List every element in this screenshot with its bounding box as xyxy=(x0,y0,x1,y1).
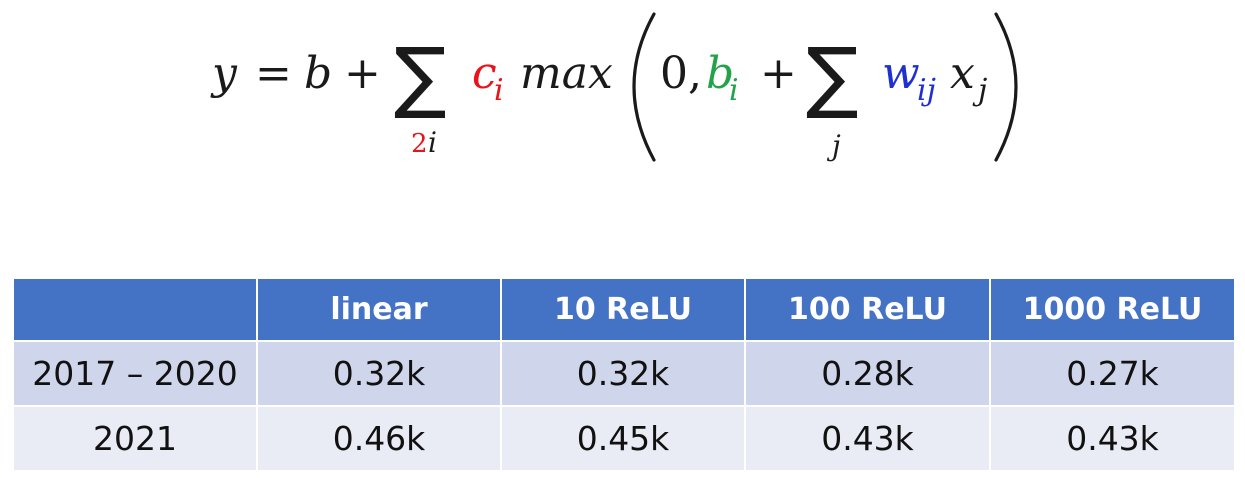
formula-sum-inner: ∑ xyxy=(806,32,859,122)
formula-x: x xyxy=(950,48,975,99)
formula-b-i: b xyxy=(706,48,734,99)
table-header-row: linear 10 ReLU 100 ReLU 1000 ReLU xyxy=(12,277,1236,342)
table-header-1000-relu: 1000 ReLU xyxy=(989,277,1236,342)
formula-sum-outer-sub-number: 2 xyxy=(411,129,428,159)
table-cell: 0.46k xyxy=(256,405,502,472)
formula-max: max xyxy=(520,48,613,99)
formula-y: y xyxy=(210,48,238,99)
formula-sum-outer-sub-variable: i xyxy=(428,126,437,159)
table-header-100-relu: 100 ReLU xyxy=(744,277,991,342)
table-cell: 0.45k xyxy=(500,405,746,472)
formula-plus-2: + xyxy=(760,48,797,99)
table-cell: 0.43k xyxy=(989,405,1236,472)
formula-sum-inner-sub: j xyxy=(826,129,841,162)
table-header-10-relu: 10 ReLU xyxy=(500,277,746,342)
formula-c: c xyxy=(472,48,497,99)
table-cell: 0.32k xyxy=(256,340,502,407)
results-table: linear 10 ReLU 100 ReLU 1000 ReLU 2017 –… xyxy=(12,277,1236,472)
formula-left-paren xyxy=(632,12,656,162)
table-header-corner xyxy=(12,277,258,342)
formula: y = b + ∑ 2 i c i max 0, b i + ∑ j w ij … xyxy=(0,0,1245,190)
formula-right-paren xyxy=(994,12,1018,162)
formula-b: b xyxy=(304,48,332,99)
formula-w: w xyxy=(882,48,920,99)
formula-equals: = xyxy=(255,48,292,99)
table-row-label: 2021 xyxy=(12,405,258,472)
table-cell: 0.27k xyxy=(989,340,1236,407)
formula-sum-outer: ∑ xyxy=(394,32,447,122)
formula-zero-comma: 0, xyxy=(660,48,702,99)
formula-c-sub: i xyxy=(494,73,504,108)
table-cell: 0.43k xyxy=(744,405,991,472)
table-row: 2021 0.46k 0.45k 0.43k 0.43k xyxy=(12,405,1236,472)
table-cell: 0.32k xyxy=(500,340,746,407)
table-row: 2017 – 2020 0.32k 0.32k 0.28k 0.27k xyxy=(12,340,1236,407)
table-cell: 0.28k xyxy=(744,340,991,407)
formula-plus-1: + xyxy=(344,48,381,99)
formula-b-i-sub: i xyxy=(729,73,739,108)
table-header-linear: linear xyxy=(256,277,502,342)
formula-w-sub: ij xyxy=(917,73,936,108)
table-row-label: 2017 – 2020 xyxy=(12,340,258,407)
